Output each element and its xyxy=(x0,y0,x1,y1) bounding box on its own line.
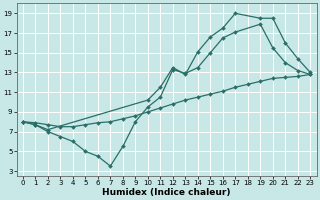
X-axis label: Humidex (Indice chaleur): Humidex (Indice chaleur) xyxy=(102,188,231,197)
